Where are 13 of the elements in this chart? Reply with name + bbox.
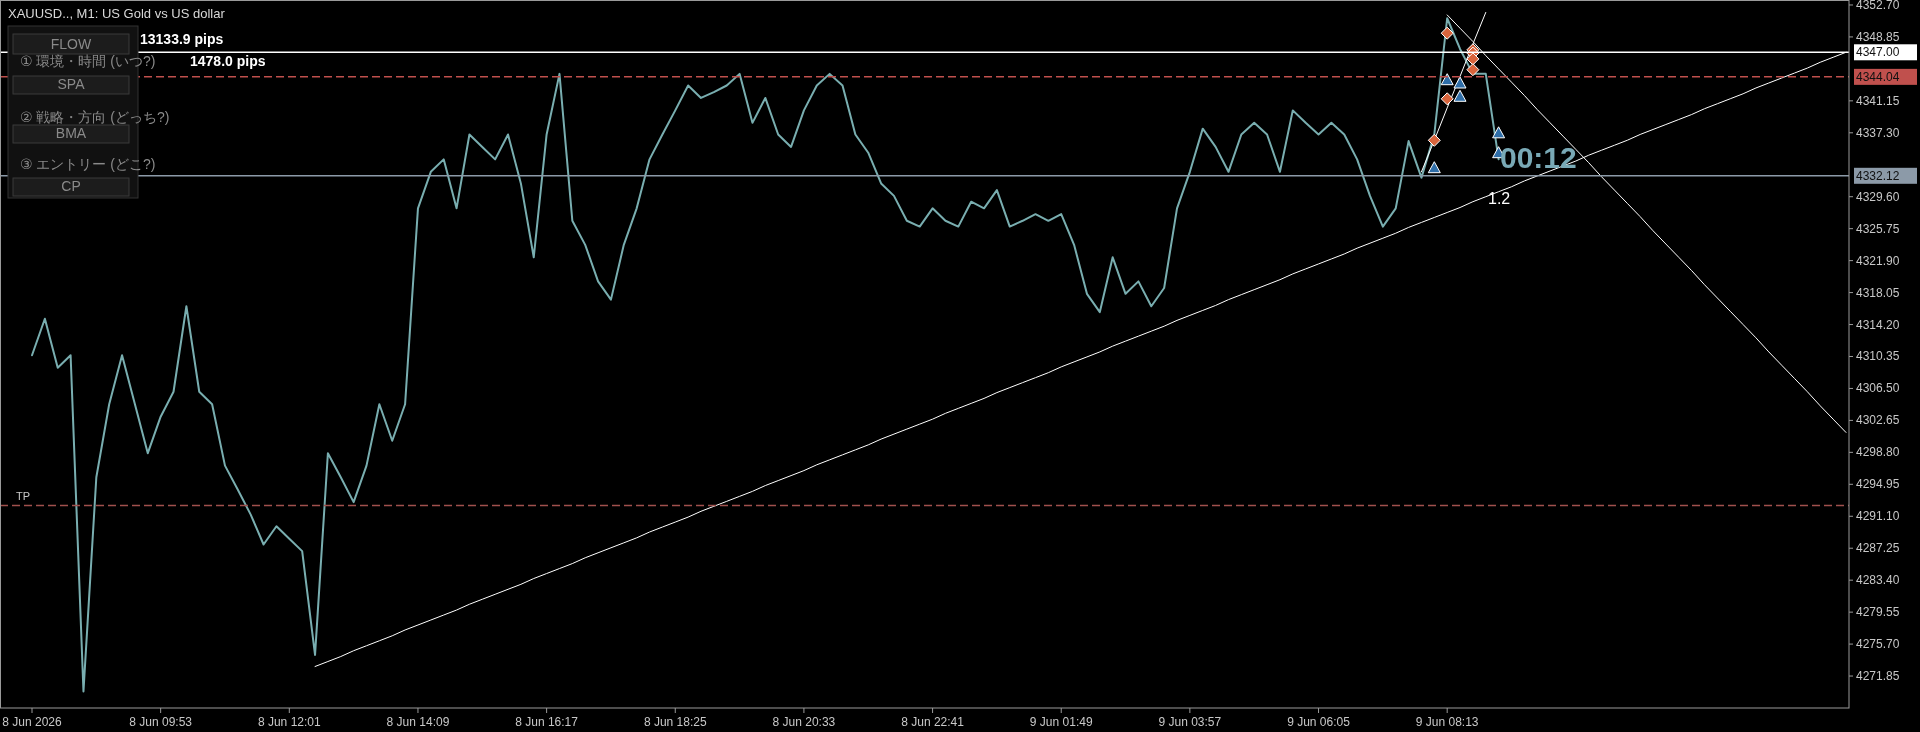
annotation: TP [16, 490, 31, 503]
annotation: 1478.0 pips [190, 53, 266, 69]
title: XAUUSD.., M1: US Gold vs US dollar [8, 6, 225, 21]
annotation: BMA [55, 125, 87, 141]
annotation: ① 環境・時間 (いつ?) [20, 53, 156, 69]
annotation: 1.2 [1488, 190, 1511, 207]
annotation: 13133.9 pips [140, 31, 224, 47]
annotation: ③ エントリー (どこ?) [20, 156, 156, 172]
annotation: CP [61, 178, 81, 194]
annotation: SPA [57, 76, 85, 92]
annotation: 00:12 [1500, 141, 1577, 174]
annotation: ② 戦略・方向 (どっち?) [20, 109, 170, 125]
annotation: FLOW [50, 36, 92, 52]
